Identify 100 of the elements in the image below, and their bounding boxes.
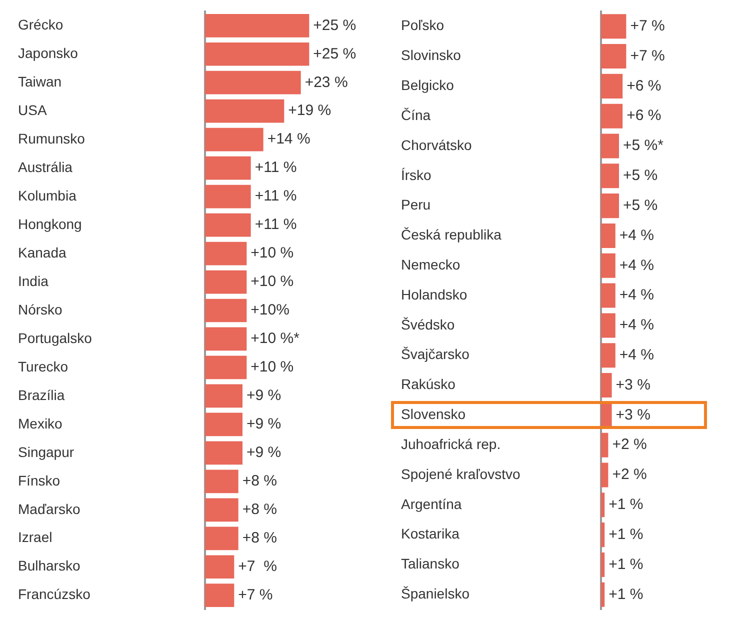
y-tick-label: Kostarika: [401, 526, 460, 542]
y-tick-label: USA: [18, 102, 48, 118]
bar: [205, 555, 234, 579]
bar: [205, 242, 247, 266]
bar: [601, 582, 605, 607]
bar: [205, 327, 247, 351]
bar: [601, 313, 616, 338]
bar: [205, 270, 247, 294]
y-tick-label: Kolumbia: [18, 187, 77, 204]
y-tick-label: Rumunsko: [18, 130, 86, 146]
bar: [205, 526, 238, 550]
data-label: +2 %: [612, 466, 647, 484]
data-label: +1 %: [608, 556, 644, 573]
bar: [601, 522, 605, 548]
data-label: +5 %: [623, 196, 658, 214]
y-tick-label: Juhoafrická rep.: [401, 436, 501, 452]
bar: [601, 104, 623, 128]
data-label: +1 %: [608, 586, 644, 603]
y-tick-label: Japonsko: [18, 44, 78, 61]
bar: [601, 492, 605, 518]
data-label: +4 %: [619, 256, 654, 274]
y-tick-label: Argentína: [401, 496, 462, 512]
y-tick-label: Francúzsko: [18, 586, 91, 602]
bar: [601, 164, 619, 188]
y-tick-label: Grécko: [18, 16, 64, 32]
data-label: +10 %: [250, 244, 294, 262]
bar: [205, 42, 310, 66]
data-label: +25 %: [313, 16, 356, 34]
y-tick-label: Holandsko: [401, 286, 468, 302]
bar: [205, 70, 301, 94]
data-label: +6 %: [626, 77, 662, 94]
data-label: +10 %*: [250, 330, 300, 348]
bar: [601, 74, 623, 98]
y-tick-label: Taiwan: [18, 73, 62, 90]
data-label: +9 %: [246, 444, 282, 462]
y-tick-label: India: [18, 272, 49, 289]
y-tick-label: Taliansko: [401, 556, 460, 572]
y-tick-label: Švédsko: [401, 316, 455, 332]
y-tick-label: Turecko: [18, 358, 68, 374]
data-label: +4 %: [619, 226, 654, 244]
bar: [205, 584, 234, 608]
bar: [205, 298, 247, 322]
bar: [205, 356, 247, 380]
data-label: +14 %: [267, 130, 310, 148]
y-tick-label: Slovinsko: [401, 47, 462, 64]
bar: [601, 134, 619, 158]
y-tick-label: Bulharsko: [18, 558, 80, 574]
data-label: +19 %: [288, 102, 332, 120]
y-tick-label: Mexiko: [18, 415, 63, 432]
data-label: +11 %: [254, 216, 297, 234]
data-label: +8 %: [242, 501, 277, 518]
data-label: +6 %: [626, 107, 662, 124]
y-tick-label: Maďarsko: [18, 500, 81, 517]
bar: [601, 283, 616, 308]
data-label: +10%: [250, 302, 290, 319]
bar: [601, 44, 626, 69]
data-label: +23 %: [304, 74, 348, 91]
data-label: +5 %: [623, 167, 658, 184]
data-label: +4 %: [619, 346, 654, 364]
bar: [205, 184, 251, 208]
y-tick-label: Španielsko: [401, 586, 470, 602]
bar: [601, 402, 612, 428]
bar: [601, 373, 612, 398]
bar: [601, 194, 619, 218]
data-label: +11 %: [254, 188, 297, 205]
bar: [205, 412, 242, 436]
bar: [601, 343, 616, 368]
data-label: +5 %*: [623, 137, 664, 154]
bar: [601, 14, 626, 39]
y-tick-label: Hongkong: [18, 216, 82, 232]
bar: [601, 432, 608, 458]
data-label: +4 %: [619, 286, 654, 304]
y-tick-label: Brazília: [18, 386, 65, 403]
y-tick-label: Slovensko: [401, 406, 466, 422]
data-label: +3 %: [616, 376, 650, 394]
bar: [601, 462, 608, 488]
bar: [205, 441, 242, 465]
y-tick-label: Írsko: [401, 166, 432, 183]
y-tick-label: Singapur: [18, 444, 74, 460]
y-tick-label: Portugalsko: [18, 330, 92, 346]
bar: [205, 99, 284, 123]
data-label: +7 %: [238, 586, 273, 604]
data-label: +1 %: [608, 496, 644, 514]
data-label: +8 %: [242, 530, 277, 547]
data-label: +10 %: [250, 273, 294, 290]
bar: [601, 223, 616, 248]
data-label: +3 %: [616, 406, 650, 424]
data-label: +1 %: [608, 526, 644, 543]
y-tick-label: Belgicko: [401, 77, 454, 94]
bar: [205, 14, 310, 38]
data-label: +4 %: [619, 316, 654, 334]
data-label: +7 %: [238, 558, 277, 576]
y-tick-label: Čína: [401, 106, 431, 123]
bar: [205, 470, 238, 494]
bar: [601, 253, 616, 278]
y-tick-label: Kanada: [18, 244, 66, 260]
data-label: +8 %: [242, 472, 277, 490]
bar: [205, 498, 238, 522]
y-tick-label: Nórsko: [18, 301, 63, 318]
y-tick-label: Peru: [401, 196, 431, 213]
